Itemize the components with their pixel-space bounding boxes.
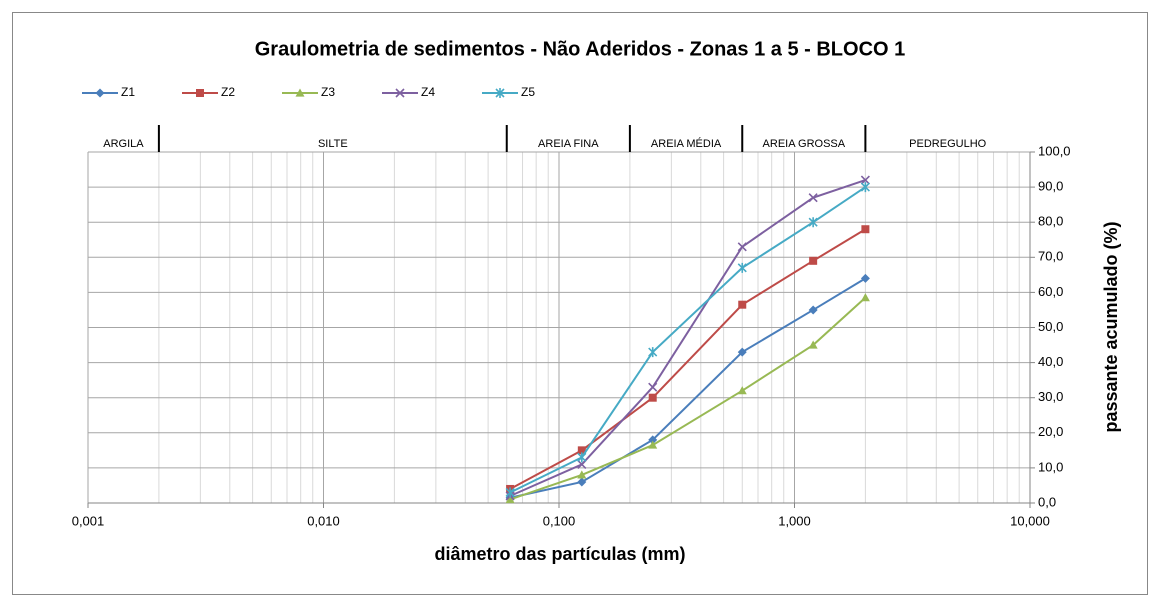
zone-label: ARGILA	[103, 138, 144, 150]
marker	[808, 305, 818, 315]
marker	[648, 393, 657, 402]
zone-label: AREIA GROSSA	[763, 138, 846, 150]
legend-label: Z2	[221, 85, 235, 99]
series-line	[509, 277, 866, 499]
marker	[577, 452, 587, 463]
zone-label: SILTE	[318, 138, 348, 150]
x-tick-label: 0,010	[307, 513, 340, 528]
y-tick-label: 10,0	[1038, 459, 1063, 474]
zone-label: PEDREGULHO	[909, 138, 986, 150]
marker	[505, 487, 515, 498]
marker	[808, 340, 818, 349]
marker	[809, 256, 818, 265]
legend-label: Z1	[121, 85, 135, 99]
y-tick-label: 70,0	[1038, 249, 1063, 264]
marker	[196, 89, 204, 97]
legend-item: Z3	[282, 85, 335, 99]
legend-item: Z4	[382, 85, 435, 99]
marker	[738, 300, 747, 309]
marker	[737, 386, 747, 395]
marker	[95, 88, 105, 98]
chart-frame	[12, 12, 1148, 595]
chart-title: Graulometria de sedimentos - Não Aderido…	[255, 38, 906, 60]
marker	[648, 440, 658, 449]
x-axis-label: diâmetro das partículas (mm)	[434, 544, 685, 564]
y-tick-label: 90,0	[1038, 179, 1063, 194]
x-tick-label: 0,001	[72, 513, 105, 528]
zone-label: AREIA FINA	[538, 138, 599, 150]
marker	[808, 217, 818, 228]
marker	[577, 470, 587, 479]
y-tick-label: 30,0	[1038, 389, 1063, 404]
y-axis-label: passante acumulado (%)	[1101, 221, 1121, 432]
marker	[861, 225, 870, 234]
legend-item: Z5	[482, 85, 535, 99]
marker	[737, 262, 747, 273]
legend-item: Z1	[82, 85, 135, 99]
series-line	[509, 228, 866, 490]
marker	[295, 88, 305, 97]
marker	[808, 193, 818, 203]
marker	[395, 88, 405, 98]
marker	[505, 494, 515, 504]
series-line	[509, 179, 866, 497]
y-tick-label: 80,0	[1038, 214, 1063, 229]
y-tick-label: 40,0	[1038, 354, 1063, 369]
zone-label: AREIA MÉDIA	[651, 137, 722, 150]
marker	[648, 347, 658, 358]
x-tick-label: 0,100	[543, 513, 576, 528]
series-line	[509, 186, 866, 494]
y-tick-label: 60,0	[1038, 284, 1063, 299]
marker	[860, 182, 870, 193]
marker	[577, 459, 587, 469]
legend-label: Z5	[521, 85, 535, 99]
y-tick-label: 50,0	[1038, 319, 1063, 334]
marker	[577, 446, 586, 455]
marker	[737, 242, 747, 252]
x-tick-label: 1,000	[778, 513, 811, 528]
marker	[737, 347, 747, 357]
marker	[577, 477, 587, 487]
marker	[860, 175, 870, 185]
legend-label: Z4	[421, 85, 435, 99]
marker	[648, 382, 658, 392]
series-line	[509, 296, 867, 501]
y-tick-label: 0,0	[1038, 494, 1056, 509]
legend-item: Z2	[182, 85, 235, 99]
marker	[860, 273, 870, 283]
marker	[860, 293, 870, 302]
y-tick-label: 20,0	[1038, 424, 1063, 439]
marker	[648, 435, 658, 445]
x-tick-label: 10,000	[1010, 513, 1050, 528]
y-tick-label: 100,0	[1038, 143, 1071, 158]
legend-label: Z3	[321, 85, 335, 99]
marker	[495, 88, 505, 98]
